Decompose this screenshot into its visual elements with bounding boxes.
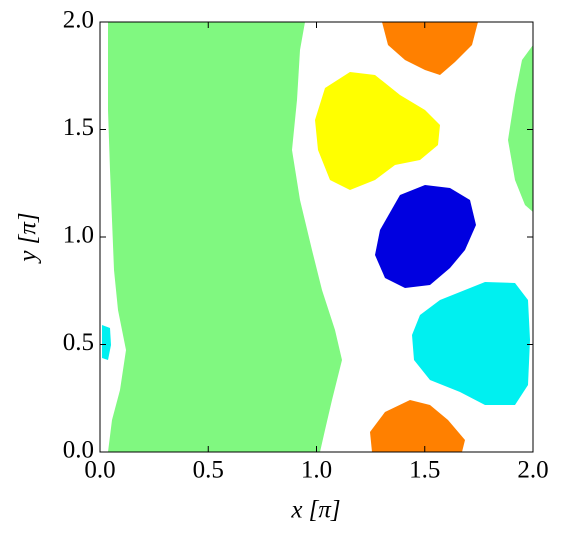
x-tick-label: 2.0 xyxy=(517,457,548,484)
green-region-edge xyxy=(508,45,533,212)
green-region xyxy=(108,22,342,452)
orange-region-top xyxy=(382,22,478,75)
orange-region-bottom xyxy=(370,400,465,452)
y-tick-label: 1.0 xyxy=(63,222,94,249)
x-tick-label: 0.0 xyxy=(84,457,115,484)
y-tick-label: 2.0 xyxy=(63,7,94,34)
x-tick-label: 0.5 xyxy=(193,457,224,484)
y-tick-label: 0.0 xyxy=(63,437,94,464)
blue-region xyxy=(375,185,476,288)
cyan-region-small xyxy=(102,325,111,360)
regions xyxy=(102,22,533,452)
x-tick-label: 1.5 xyxy=(409,457,440,484)
cyan-region xyxy=(412,282,530,405)
x-axis-label: x [π] xyxy=(290,497,340,524)
y-tick-label: 0.5 xyxy=(63,329,94,356)
y-axis-label: y [π] xyxy=(15,212,42,264)
x-tick-label: 1.0 xyxy=(301,457,332,484)
yellow-region xyxy=(315,72,440,190)
y-tick-label: 1.5 xyxy=(63,114,94,141)
